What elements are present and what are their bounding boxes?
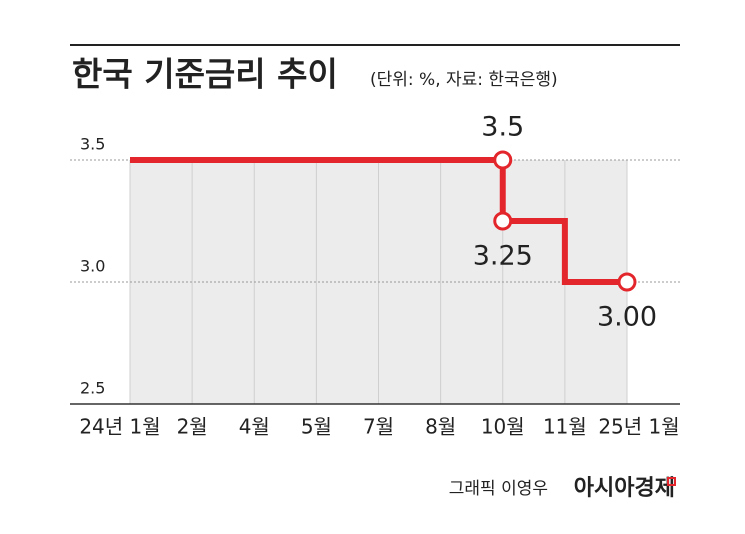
chart-title: 한국 기준금리 추이 [72,55,338,94]
publisher: 아시아경제 [574,476,675,501]
value-label: 3.5 [481,112,524,143]
x-tick-label: 4월 [239,415,270,439]
rate-line [130,157,627,285]
point-marker [617,272,637,292]
y-tick-label: 3.5 [80,135,105,154]
value-label: 3.00 [597,302,657,333]
point-marker [493,150,513,170]
x-tick-label: 10월 [481,415,525,439]
point-marker [493,211,513,231]
x-tick-label: 2월 [177,415,208,439]
chart-subtitle: (단위: %, 자료: 한국은행) [370,70,558,90]
x-tick-label: 8월 [425,415,456,439]
y-tick-label: 2.5 [80,379,105,398]
logo-mark [667,477,676,486]
x-tick-label: 5월 [301,415,332,439]
x-tick-label: 24년 1월 [79,415,160,439]
credit: 그래픽 이영우 [449,479,548,499]
x-tick-label: 11월 [543,415,587,439]
x-tick-label: 7월 [363,415,394,439]
value-label: 3.25 [473,241,533,272]
y-tick-label: 3.0 [80,257,105,276]
x-tick-label: 25년 1월 [598,415,679,439]
